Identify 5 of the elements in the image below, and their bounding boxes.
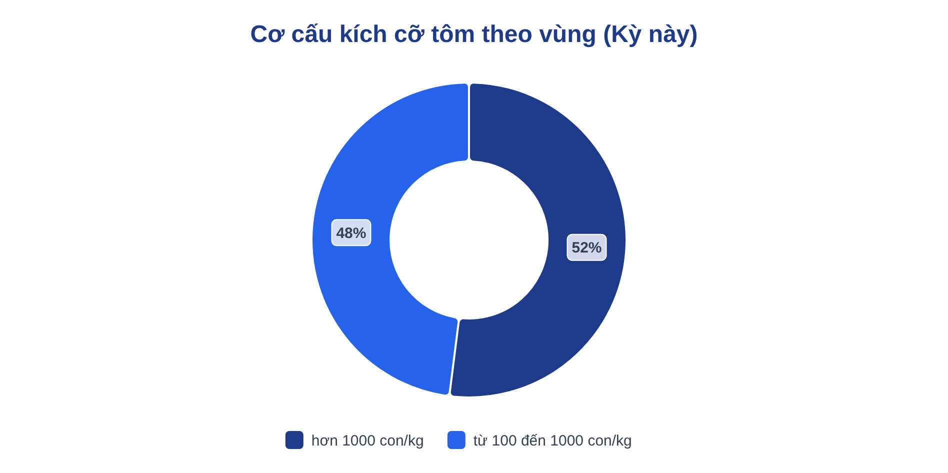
legend-label: hơn 1000 con/kg [311,432,424,450]
data-label: 52% [572,240,602,257]
legend-label: từ 100 đến 1000 con/kg [473,432,632,450]
chart-title: Cơ cấu kích cỡ tôm theo vùng (Kỳ này) [250,21,698,48]
data-label: 48% [336,224,366,242]
